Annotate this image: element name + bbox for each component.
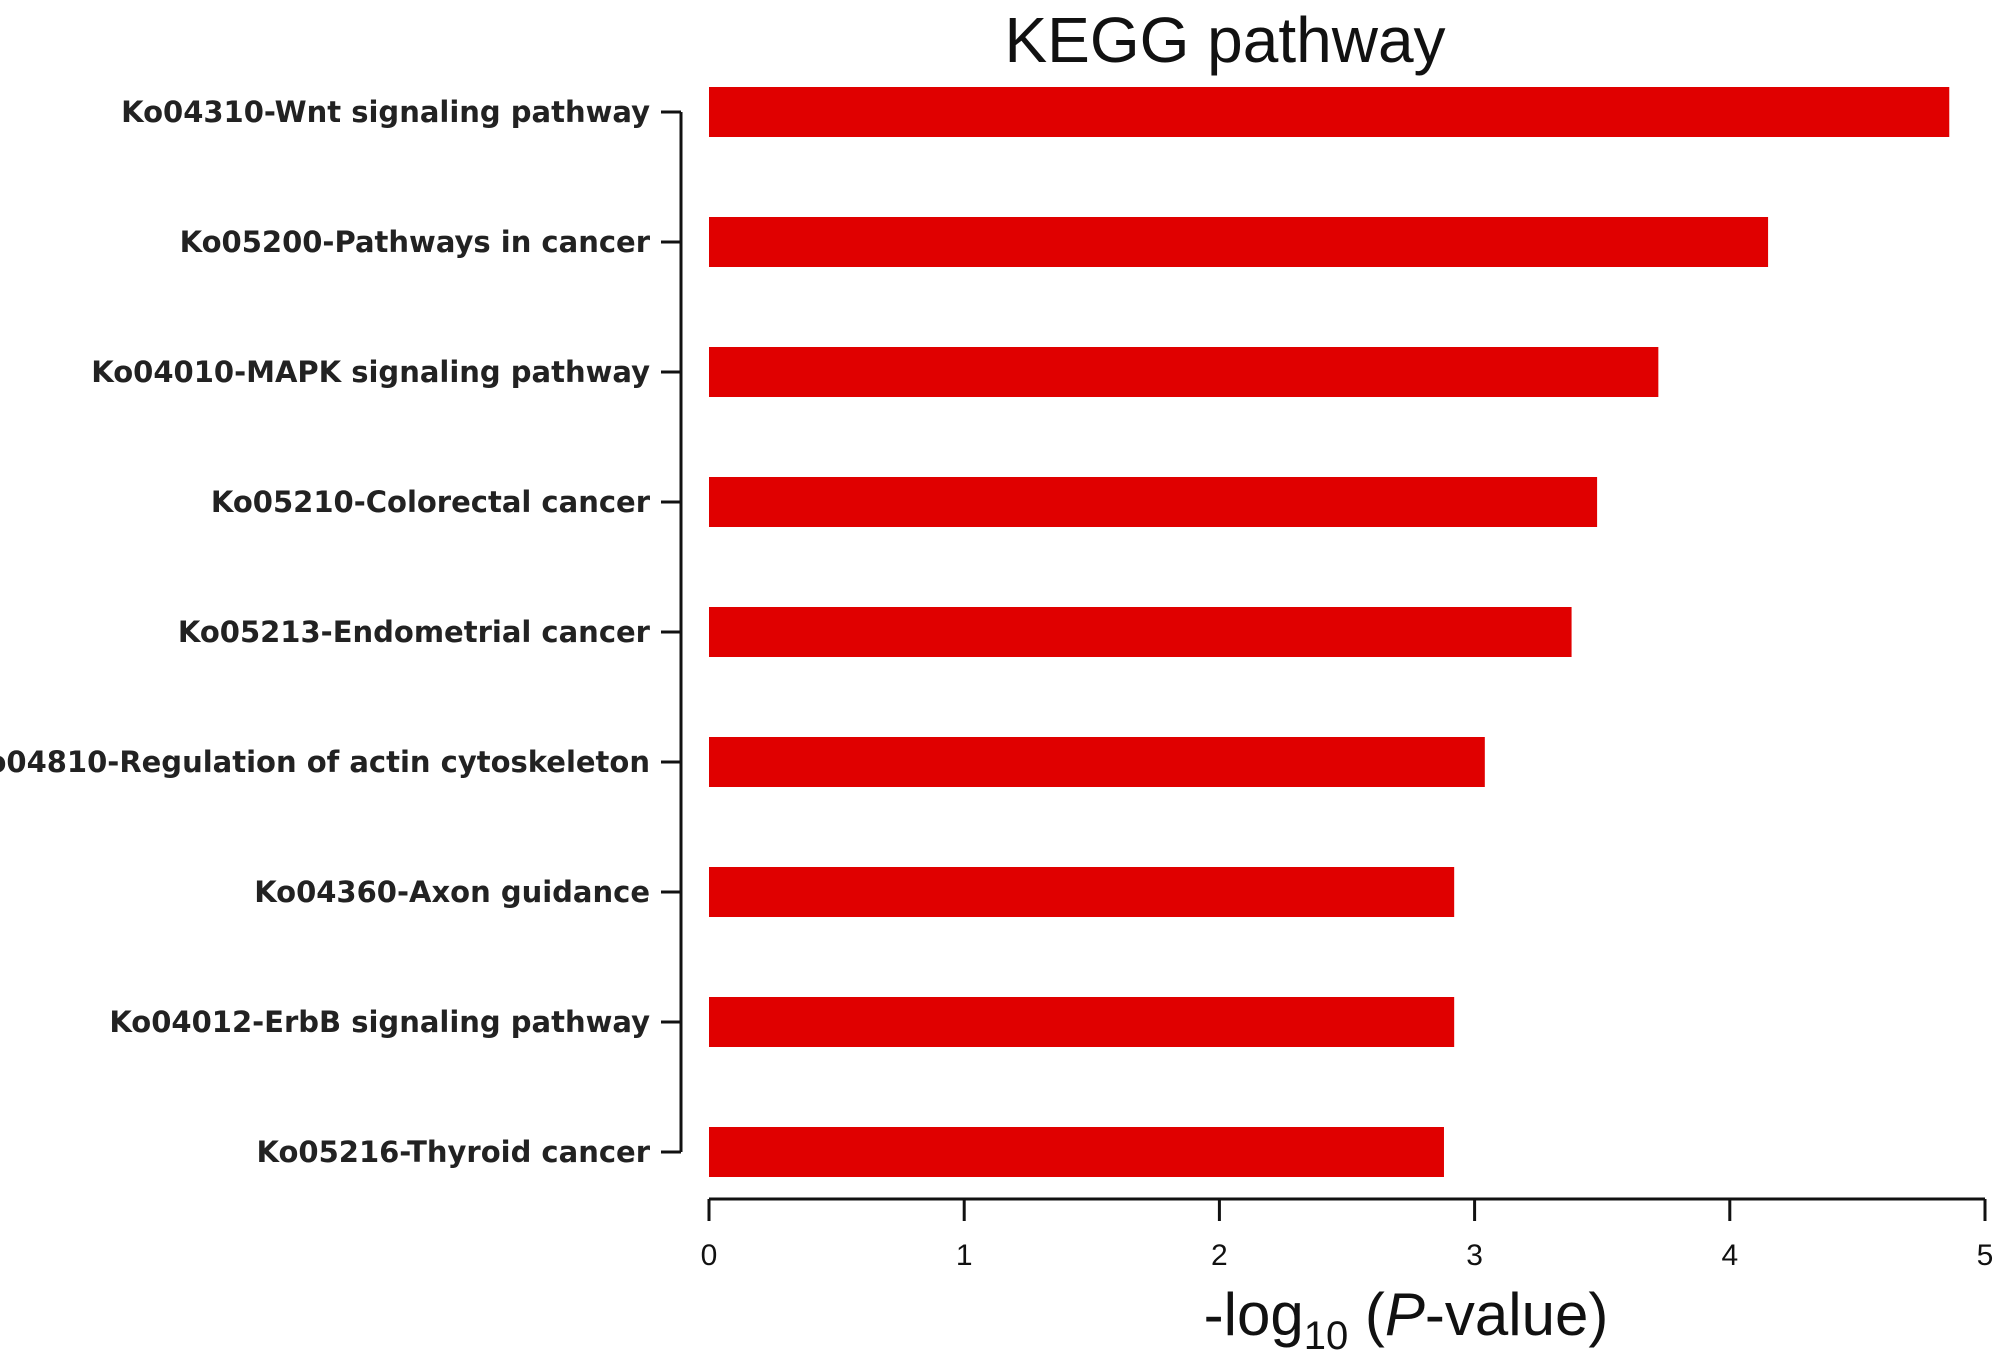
bar-5 <box>709 607 1572 657</box>
x-axis-ticks: 0 1 2 3 4 5 <box>701 1199 1994 1272</box>
bars-group <box>709 87 1950 1177</box>
category-label-3: Ko04010-MAPK signaling pathway <box>91 355 650 389</box>
y-axis-ticks <box>661 110 681 1154</box>
category-label-5: Ko05213-Endometrial cancer <box>178 615 651 649</box>
x-axis-label-open: ( <box>1348 1281 1385 1348</box>
x-tick-label-3: 3 <box>1466 1239 1483 1272</box>
x-axis-label-rest: -value) <box>1425 1281 1608 1348</box>
x-axis-label-italic: P <box>1385 1281 1425 1348</box>
x-axis-label-prefix: -log <box>1204 1281 1304 1348</box>
bar-8 <box>709 997 1455 1047</box>
category-labels: Ko04310-Wnt signaling pathway Ko05200-Pat… <box>0 95 651 1169</box>
category-label-2: Ko05200-Pathways in cancer <box>180 225 651 259</box>
chart-title: KEGG pathway <box>1004 4 1445 76</box>
bar-1 <box>709 87 1950 137</box>
x-tick-label-1: 1 <box>956 1239 973 1272</box>
category-label-4: Ko05210-Colorectal cancer <box>211 485 651 519</box>
bar-9 <box>709 1127 1444 1177</box>
bar-3 <box>709 347 1659 397</box>
x-axis-label: -log10 (P-value) <box>1204 1281 1609 1358</box>
category-label-9: Ko05216-Thyroid cancer <box>257 1135 651 1169</box>
category-label-8: Ko04012-ErbB signaling pathway <box>109 1005 650 1039</box>
x-tick-label-2: 2 <box>1211 1239 1228 1272</box>
x-tick-label-5: 5 <box>1977 1239 1994 1272</box>
category-label-6: Ko04810-Regulation of actin cytoskeleton <box>0 745 650 779</box>
x-tick-label-0: 0 <box>701 1239 718 1272</box>
x-axis-label-subscript: 10 <box>1304 1314 1349 1358</box>
x-tick-label-4: 4 <box>1721 1239 1738 1272</box>
bar-7 <box>709 867 1455 917</box>
bar-2 <box>709 217 1769 267</box>
category-label-7: Ko04360-Axon guidance <box>254 875 650 909</box>
bar-4 <box>709 477 1598 527</box>
category-label-1: Ko04310-Wnt signaling pathway <box>121 95 650 129</box>
bar-6 <box>709 737 1485 787</box>
